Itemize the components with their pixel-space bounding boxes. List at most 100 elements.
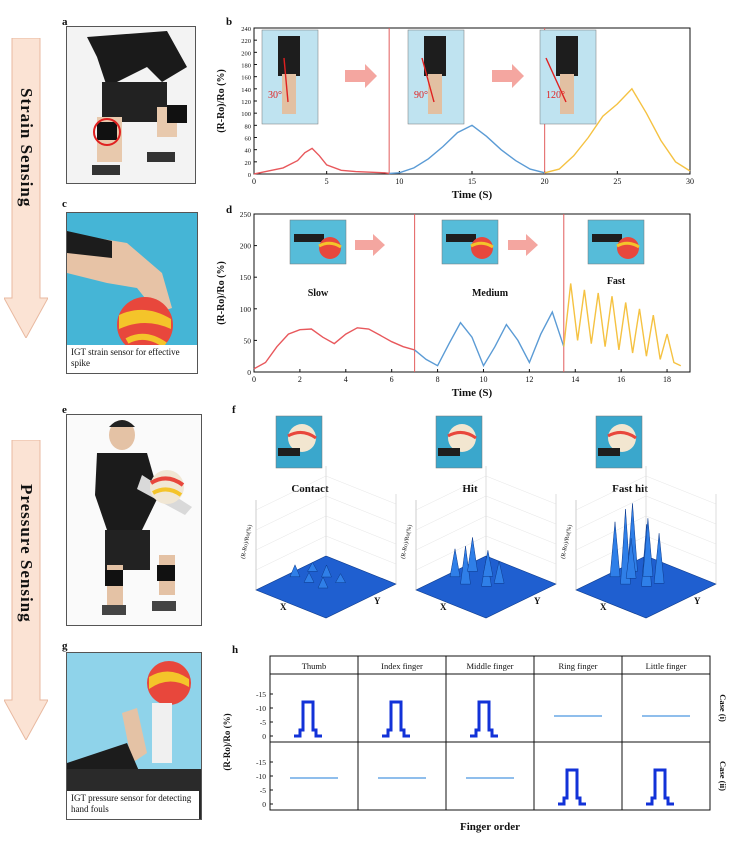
pressure-pulse — [294, 700, 322, 738]
x-tick-label: 2 — [298, 375, 302, 384]
inset-ball-stripe — [318, 241, 342, 249]
hand-inset-1: Slow — [289, 219, 347, 299]
inset-arm — [294, 234, 324, 242]
grid-line — [485, 495, 557, 525]
plot-frame — [253, 27, 691, 175]
y-tick-label: 50 — [244, 336, 252, 345]
y-tick-label: 20 — [245, 160, 252, 167]
grid-line — [575, 475, 647, 511]
panel-a-letter: a — [62, 16, 68, 28]
y-tick-label: -15 — [256, 758, 266, 767]
series-line-1 — [253, 327, 415, 370]
x-tick-label: 30 — [686, 177, 694, 186]
surface-plot-2: Hit (R-Ro)/Ro(%) X Y — [400, 415, 557, 619]
knee-inset-2: 90° — [407, 29, 465, 125]
z-axis-label: (R-Ro)/Ro(%) — [240, 524, 254, 559]
pressure-pulse — [382, 700, 410, 738]
angle-line — [545, 57, 567, 103]
pressure-peak — [460, 546, 471, 585]
surface-plot-1: Contact (R-Ro)/Ro(%) X Y — [240, 415, 397, 619]
grid-line — [255, 495, 327, 531]
finger-header: Middle finger — [467, 661, 514, 671]
grid-line — [485, 535, 557, 565]
y-axis-label: (R-Ro)/Ro (%) — [216, 69, 227, 133]
pressure-pulse — [646, 768, 674, 806]
x-tick-label: 12 — [525, 375, 533, 384]
inset-ball — [471, 237, 493, 259]
panel-d-letter: d — [226, 204, 233, 216]
speed-label: Fast — [607, 276, 626, 287]
y-tick-label: 100 — [240, 305, 252, 314]
inset-shin — [428, 74, 442, 114]
inset-leg — [556, 36, 578, 76]
y-tick-label: 200 — [241, 50, 251, 57]
y-tick-label: 0 — [248, 172, 251, 179]
y-axis-label: (R-Ro)/Ro (%) — [216, 261, 227, 325]
speed-label: Slow — [308, 288, 329, 299]
panel-c-caption: IGT strain sensor for effective spike — [67, 345, 197, 373]
pressure-arrow — [4, 440, 48, 740]
panel-a-photo — [66, 26, 196, 184]
pressure-peak — [307, 561, 318, 572]
inset-ball-stripe — [470, 241, 494, 249]
grid-line — [645, 515, 717, 545]
grid-line — [325, 495, 397, 525]
y-tick-label: -10 — [256, 772, 266, 781]
pressure-peak — [335, 573, 346, 583]
y-axis-letter: Y — [534, 596, 541, 606]
pressure-sensing-label: Pressure Sensing — [17, 484, 36, 623]
inset-shin — [282, 74, 296, 114]
panel-f-letter: f — [232, 404, 236, 416]
inset-ball — [319, 237, 341, 259]
panel-e-photo — [66, 414, 202, 626]
x-tick-label: 16 — [617, 375, 625, 384]
y-tick-label: 0 — [262, 732, 266, 741]
finger-header: Little finger — [646, 661, 687, 671]
y-axis-letter: Y — [374, 596, 381, 606]
inset-ball — [608, 424, 636, 452]
y-tick-label: 180 — [241, 63, 251, 70]
x-axis-label: Time (S) — [452, 387, 493, 399]
y-tick-label: 200 — [240, 242, 252, 251]
x-tick-label: 6 — [390, 375, 394, 384]
player-receive-image — [67, 415, 201, 625]
x-tick-label: 15 — [468, 177, 476, 186]
inset-leg — [424, 36, 446, 76]
y-tick-label: 80 — [245, 123, 252, 130]
knee-inset-3: 120° — [539, 29, 597, 125]
panel-g-letter: g — [62, 640, 68, 652]
y-tick-label: -5 — [260, 718, 266, 727]
x-axis-label: Finger order — [460, 821, 520, 833]
x-axis-letter: X — [440, 602, 447, 612]
speed-label: Medium — [472, 288, 509, 299]
series-line-3 — [563, 283, 682, 367]
pressure-peak — [493, 561, 505, 584]
x-tick-label: 10 — [479, 375, 487, 384]
z-axis-label: (R-Ro)/Ro(%) — [560, 524, 574, 559]
pressure-peak — [482, 550, 494, 577]
inset-ball-stripe — [447, 431, 477, 440]
grid-line — [325, 535, 397, 565]
progress-arrow — [345, 64, 377, 88]
x-tick-label: 18 — [663, 375, 671, 384]
panel-h-chart: Thumb Index finger Middle finger Ring finge… — [222, 655, 727, 833]
condition-label: Hit — [462, 483, 478, 495]
case-label: Case (i) — [718, 694, 727, 722]
condition-label: Contact — [291, 483, 329, 495]
pressure-peak — [653, 533, 665, 584]
pressure-peak — [467, 537, 478, 572]
inset-leg — [278, 36, 300, 76]
x-tick-label: 25 — [613, 177, 621, 186]
panel-c-photo: IGT strain sensor for effective spike — [66, 212, 198, 374]
series-line-3 — [544, 87, 691, 174]
hand-inset-2: Medium — [441, 219, 509, 299]
x-tick-label: 8 — [436, 375, 440, 384]
x-tick-label: 0 — [252, 375, 256, 384]
y-tick-label: -10 — [256, 704, 266, 713]
inset-arm — [278, 448, 300, 456]
x-axis-letter: X — [600, 602, 607, 612]
y-tick-label: -15 — [256, 690, 266, 699]
inset-arm — [592, 234, 622, 242]
condition-label: Fast hit — [612, 483, 648, 495]
knee-inset-1: 30° — [261, 29, 319, 125]
